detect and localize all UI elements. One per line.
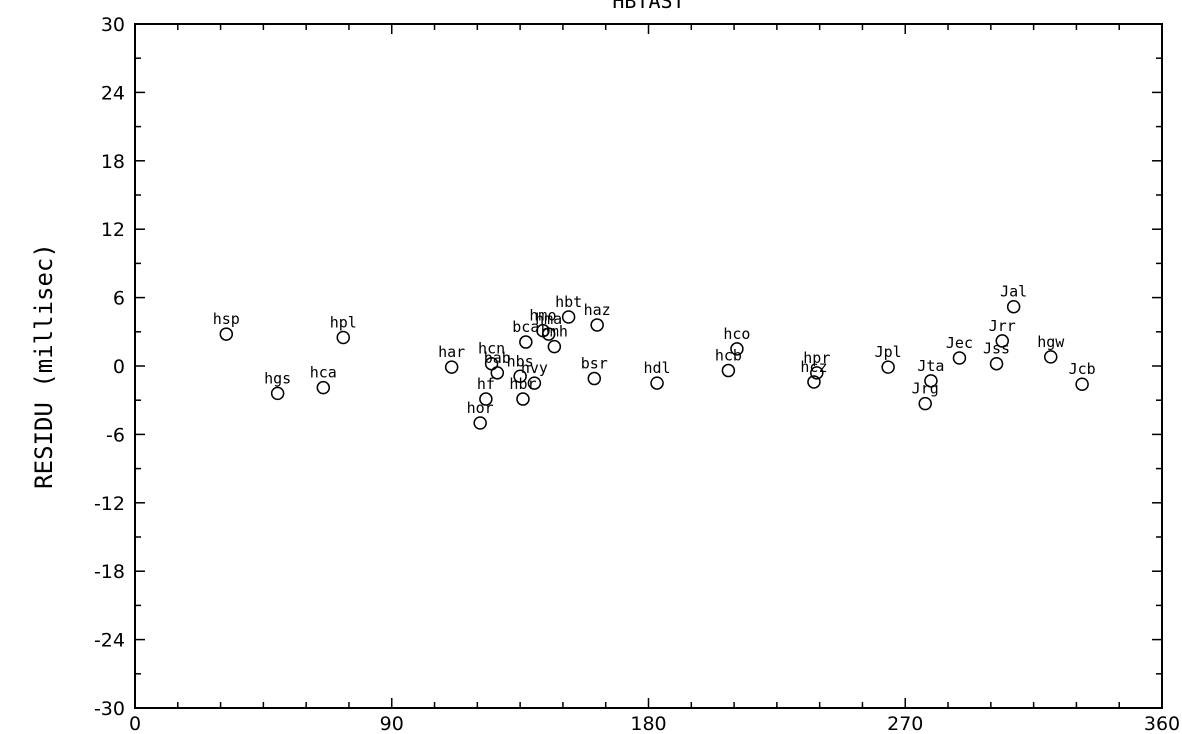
data-point-label: hca <box>310 364 337 382</box>
data-point <box>473 416 487 430</box>
chart-title: HBTAST <box>612 0 684 13</box>
y-tick-label: -18 <box>94 561 125 583</box>
data-point <box>1075 377 1089 391</box>
data-point <box>918 396 932 411</box>
data-point-label: Jal <box>1000 283 1027 301</box>
x-tick-label: 180 <box>630 713 666 734</box>
x-tick-labels: 0 90 180 270 360 <box>129 713 1180 734</box>
data-point-label: hma <box>535 310 562 328</box>
data-point <box>730 342 744 356</box>
data-point-label: bca <box>512 318 539 336</box>
data-point-label: Jta <box>917 357 944 375</box>
data-point-label: hvy <box>521 359 548 377</box>
y-tick-label: -30 <box>94 698 125 720</box>
data-point-label: Jrg <box>912 380 939 398</box>
data-point <box>1043 350 1058 364</box>
data-point <box>561 310 576 324</box>
data-point-label: Jpl <box>875 343 902 361</box>
y-tick-label: 18 <box>101 151 125 173</box>
data-point-label: hsp <box>213 310 240 328</box>
data-point-label: hgw <box>1037 333 1065 351</box>
data-point-label: har <box>438 343 465 361</box>
data-point-label: Jcb <box>1069 360 1096 378</box>
data-point-label: hpr <box>803 349 830 367</box>
y-axis-title: RESIDU (millisec) <box>30 243 58 489</box>
data-point <box>490 366 505 380</box>
data-point-label: Jec <box>946 334 973 352</box>
data-point-label: hf <box>477 375 495 393</box>
data-point <box>807 375 821 389</box>
y-tick-label: 6 <box>113 288 125 310</box>
data-point-label: bab <box>484 349 511 367</box>
data-point <box>219 327 234 341</box>
x-tick-label: 90 <box>380 713 404 734</box>
y-tick-labels: -30 -24 -18 -12 -6 0 6 12 18 24 30 <box>94 14 125 720</box>
data-point <box>527 376 542 390</box>
data-point <box>444 360 459 374</box>
x-tick-label: 0 <box>129 713 141 734</box>
data-point <box>316 380 331 395</box>
data-point <box>590 318 604 332</box>
data-point-label: hbs <box>507 352 534 370</box>
y-tick-label: 0 <box>113 356 125 378</box>
data-point-label: hbt <box>555 293 582 311</box>
data-point-label: haz <box>584 301 611 319</box>
data-point <box>881 360 895 374</box>
data-point <box>995 334 1009 348</box>
y-tick-label: 30 <box>101 14 125 36</box>
data-point-label: hgs <box>264 369 291 387</box>
data-point-label: hcn <box>478 340 505 358</box>
x-tick-label: 360 <box>1144 713 1180 734</box>
data-point-label: hcb <box>715 347 742 365</box>
data-point <box>479 392 493 406</box>
data-point <box>810 366 824 380</box>
data-point <box>952 351 967 365</box>
y-tick-label: 24 <box>101 82 125 104</box>
data-point <box>924 374 938 388</box>
data-point <box>547 339 562 354</box>
y-tick-label: -6 <box>106 424 125 446</box>
data-point-label: hmo <box>529 307 556 325</box>
data-point <box>721 363 736 378</box>
data-point <box>516 392 530 406</box>
data-point <box>270 386 285 401</box>
data-point-label: bsr <box>581 355 608 373</box>
data-point <box>989 356 1004 371</box>
data-point <box>650 376 664 390</box>
data-point <box>513 369 527 384</box>
data-point-label: bmh <box>541 323 568 341</box>
data-point <box>336 330 351 345</box>
data-point <box>519 335 533 349</box>
y-tick-label: 12 <box>101 219 125 241</box>
data-point <box>541 327 556 341</box>
data-point-label: hor <box>467 399 494 417</box>
data-point-label: hpl <box>330 314 357 332</box>
data-point-label: Jrr <box>989 317 1016 335</box>
data-point-label: hco <box>723 325 750 343</box>
data-point-label: Jss <box>983 340 1010 358</box>
data-point <box>1006 299 1021 314</box>
y-tick-label: -24 <box>94 630 125 652</box>
plot-frame <box>134 23 1163 709</box>
data-point <box>587 371 602 386</box>
y-tick-label: -12 <box>94 493 125 515</box>
data-point-label: hdl <box>644 359 671 377</box>
x-tick-label: 270 <box>887 713 923 734</box>
